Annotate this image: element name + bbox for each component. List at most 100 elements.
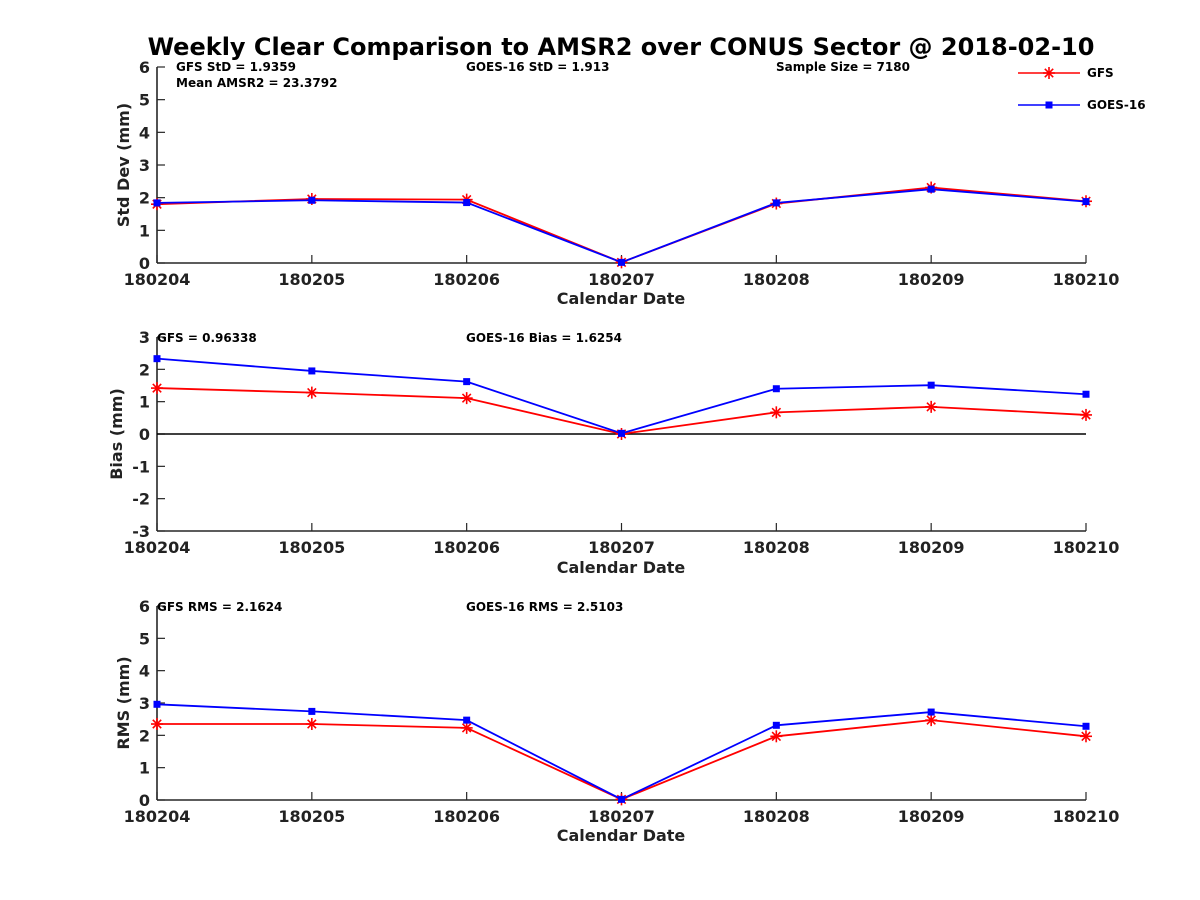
stddev-note-goes16: GOES-16 StD = 1.913	[466, 60, 609, 74]
bias-goes16-point	[1082, 390, 1090, 398]
rms-xtick-label: 180206	[433, 807, 500, 826]
stddev-ytick-label: 2	[139, 189, 150, 208]
bias-note-gfs: GFS = 0.96338	[157, 331, 257, 345]
rms-gfs-point	[151, 718, 163, 731]
bias-xtick-label: 180209	[898, 538, 965, 557]
rms-gfs-point	[925, 714, 938, 727]
bias-xtick-label: 180210	[1053, 538, 1120, 557]
rms-goes16-point	[618, 795, 625, 803]
figure-title: Weekly Clear Comparison to AMSR2 over CO…	[148, 33, 1095, 61]
bias-xtick-label: 180205	[278, 538, 345, 557]
stddev-xtick-label: 180205	[278, 270, 345, 289]
rms-gfs-point	[460, 721, 473, 734]
rms-panel: 0 1 2 3 4 5 6 180204 180205 180206 180207 180208 180…	[114, 597, 1119, 845]
rms-note-goes16: GOES-16 RMS = 2.5103	[466, 600, 623, 614]
bias-ytick-label: -3	[132, 522, 150, 541]
legend-gfs-marker	[1043, 67, 1055, 79]
bias-gfs-line	[156, 387, 1087, 435]
bias-ytick-label: -1	[132, 457, 150, 476]
rms-gfs-line	[157, 719, 1087, 801]
rms-gfs-point	[305, 718, 318, 731]
stddev-note-gfs: GFS StD = 1.9359	[176, 60, 296, 74]
stddev-xtick-label: 180207	[588, 270, 655, 289]
bias-gfs-point	[1080, 408, 1092, 421]
rms-ytick-label: 4	[139, 662, 150, 681]
rms-goes16-line	[156, 703, 1087, 801]
bias-xlabel: Calendar Date	[557, 558, 686, 577]
stddev-ytick-label: 0	[139, 254, 150, 273]
legend: GFS GOES-16	[1018, 66, 1146, 112]
stddev-xtick-label: 180209	[898, 270, 965, 289]
bias-ytick-label: -2	[132, 490, 150, 509]
bias-gfs-point	[151, 382, 163, 395]
stddev-xtick-label: 180210	[1053, 270, 1120, 289]
bias-goes16-point	[153, 355, 161, 363]
stddev-goes16-point	[463, 199, 471, 207]
bias-xtick-label: 180204	[124, 538, 191, 557]
rms-goes16-point	[308, 707, 316, 715]
rms-xtick-label: 180207	[588, 807, 655, 826]
bias-goes16-point	[308, 367, 316, 375]
bias-ytick-label: 3	[139, 328, 150, 347]
rms-xtick-label: 180209	[898, 807, 965, 826]
bias-ytick-label: 2	[139, 360, 150, 379]
legend-goes16-square	[1045, 101, 1053, 109]
stddev-goes16-point	[153, 199, 161, 207]
rms-goes16-point	[153, 700, 161, 708]
bias-panel: -3 -2 -1 0 1 2 3 180204 180205 180206 180207 180208…	[107, 328, 1119, 577]
stddev-ytick-label: 6	[139, 58, 150, 77]
rms-ytick-label: 6	[139, 597, 150, 616]
stddev-ylabel: Std Dev (mm)	[114, 103, 133, 227]
rms-ytick-label: 0	[139, 791, 150, 810]
bias-ytick-label: 1	[139, 393, 150, 412]
rms-xtick-label: 180204	[124, 807, 191, 826]
bias-goes16-point	[772, 385, 780, 393]
rms-ytick-label: 2	[139, 726, 150, 745]
rms-xtick-label: 180205	[278, 807, 345, 826]
stddev-ytick-label: 3	[139, 156, 150, 175]
stddev-ytick-label: 4	[139, 123, 150, 142]
rms-xlabel: Calendar Date	[557, 826, 686, 845]
stddev-goes16-point	[308, 196, 316, 204]
rms-goes16-point	[772, 721, 780, 729]
stddev-goes16-point	[927, 185, 935, 193]
rms-note-gfs: GFS RMS = 2.1624	[157, 600, 282, 614]
stddev-note-sample-size: Sample Size = 7180	[776, 60, 910, 74]
stddev-goes16-point	[1082, 198, 1090, 206]
rms-plot-area: 0 1 2 3 4 5 6 180204 180205 180206 180207 180208 180…	[124, 597, 1120, 826]
stddev-ytick-label: 1	[139, 221, 150, 240]
stddev-xtick-label: 180206	[433, 270, 500, 289]
bias-xtick-label: 180206	[433, 538, 500, 557]
bias-note-goes16: GOES-16 Bias = 1.6254	[466, 331, 622, 345]
rms-xtick-label: 180210	[1053, 807, 1120, 826]
stddev-note-mean-amsr2: Mean AMSR2 = 23.3792	[176, 76, 337, 90]
rms-gfs-point	[1080, 730, 1092, 743]
stddev-xlabel: Calendar Date	[557, 289, 686, 308]
legend-goes16-label: GOES-16	[1087, 98, 1146, 112]
bias-gfs-point	[460, 392, 473, 405]
stddev-goes16-line	[156, 188, 1087, 264]
bias-plot-area: -3 -2 -1 0 1 2 3 180204 180205 180206 180207 180208…	[124, 328, 1120, 557]
bias-goes16-point	[927, 381, 935, 389]
stddev-xtick-label: 180204	[124, 270, 191, 289]
rms-goes16-point	[927, 708, 935, 716]
rms-gfs-point	[770, 730, 783, 743]
rms-goes16-point	[1082, 722, 1090, 730]
stddev-gfs-line	[156, 186, 1087, 264]
rms-ytick-label: 3	[139, 694, 150, 713]
stddev-plot-area: 0 1 2 3 4 5 6 180204 180205 180206 180207 180208 180…	[124, 58, 1120, 289]
rms-ylabel: RMS (mm)	[114, 656, 133, 749]
stddev-ytick-label: 5	[139, 91, 150, 110]
bias-gfs-point	[770, 406, 783, 419]
bias-gfs-point	[305, 386, 318, 399]
bias-ylabel: Bias (mm)	[107, 388, 126, 480]
rms-ytick-label: 1	[139, 759, 150, 778]
rms-goes16-point	[463, 716, 471, 724]
rms-xtick-label: 180208	[743, 807, 810, 826]
stddev-goes16-point	[618, 258, 625, 266]
bias-gfs-point	[925, 400, 938, 413]
stddev-panel: 0 1 2 3 4 5 6 180204 180205 180206 180207 180208 180…	[114, 58, 1119, 308]
bias-goes16-point	[463, 378, 471, 386]
bias-ytick-label: 0	[139, 425, 150, 444]
